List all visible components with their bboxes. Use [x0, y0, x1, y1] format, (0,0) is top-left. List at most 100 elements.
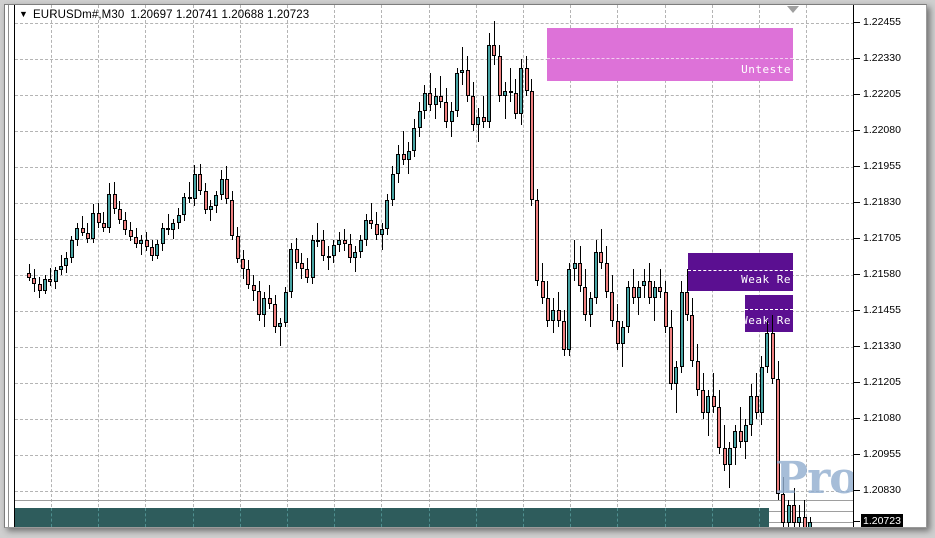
weak-support-zone[interactable]: Weak Su: [15, 508, 769, 527]
candle-body-bullish: [353, 251, 358, 258]
candle-body-bearish: [428, 93, 433, 105]
zone-vertical-gridline: [759, 508, 760, 527]
candle-wick: [317, 223, 319, 248]
triangle-down-icon[interactable]: ▼: [19, 9, 29, 19]
candlestick: [444, 5, 449, 527]
candle-body-bearish: [524, 67, 529, 91]
candle-wick: [804, 499, 806, 527]
candlestick: [37, 5, 42, 527]
candle-wick: [210, 200, 212, 221]
candle-body-bullish: [765, 332, 770, 368]
candle-body-bearish: [305, 269, 310, 278]
zone-vertical-gridline: [523, 508, 524, 527]
candlestick: [615, 5, 620, 527]
candlestick: [438, 5, 443, 527]
left-scroll-rail[interactable]: [5, 5, 15, 527]
candle-wick: [87, 223, 89, 244]
candlestick: [449, 5, 454, 527]
candle-body-bearish: [166, 227, 171, 230]
candlestick: [396, 5, 401, 527]
horizontal-gridline: [15, 310, 854, 312]
zone-vertical-gridline: [287, 508, 288, 527]
candlestick: [545, 5, 550, 527]
candle-body-bearish: [615, 321, 620, 344]
candle-body-bullish: [59, 265, 64, 271]
vertical-gridline: [51, 5, 52, 527]
candlestick: [631, 5, 636, 527]
price-level-line: [15, 499, 854, 501]
candle-body-bullish: [283, 292, 288, 324]
horizontal-gridline: [15, 274, 854, 276]
candle-wick: [633, 269, 634, 304]
price-tick-mark: [854, 93, 860, 95]
candlestick: [610, 5, 615, 527]
weak-resistance-zone-1[interactable]: Weak Re: [688, 253, 793, 291]
candlestick: [374, 5, 379, 527]
candlestick: [48, 5, 53, 527]
zone-vertical-gridline: [570, 508, 572, 527]
candle-body-bullish: [155, 244, 160, 256]
candle-body-bearish: [241, 258, 245, 270]
candlestick: [428, 5, 433, 527]
candlestick: [465, 5, 470, 527]
candlestick: [69, 5, 74, 527]
candle-body-bearish: [540, 280, 545, 298]
candlestick: [422, 5, 427, 527]
candlestick: [717, 5, 722, 527]
candle-body-bearish: [342, 240, 347, 244]
candlestick: [321, 5, 326, 527]
candle-body-bearish: [685, 292, 689, 316]
zone-vertical-gridline: [617, 508, 619, 527]
candle-body-bullish: [759, 367, 764, 414]
candle-body-bullish: [208, 205, 213, 210]
candlestick: [802, 5, 807, 527]
zone-vertical-gridline: [711, 508, 713, 527]
candlestick: [808, 5, 813, 527]
candle-body-bearish: [267, 298, 272, 305]
candle-body-bullish: [337, 240, 342, 245]
candle-body-bearish: [299, 263, 304, 270]
candle-wick: [103, 211, 105, 232]
candlestick: [112, 5, 117, 527]
candlestick: [278, 5, 283, 527]
candle-body-bullish: [385, 200, 390, 229]
vertical-gridline: [806, 5, 808, 527]
candlestick: [390, 5, 395, 527]
candlestick: [241, 5, 245, 527]
candlestick: [224, 5, 229, 527]
candlestick: [674, 5, 679, 527]
candlestick: [75, 5, 80, 527]
candlestick: [32, 5, 37, 527]
candle-body-bearish: [690, 315, 695, 362]
price-scale[interactable]: 1.22455 1.22330 1.22205 1.22080 1.21955 1.218…: [853, 5, 926, 527]
candle-body-bullish: [364, 220, 368, 241]
candlestick: [759, 5, 764, 527]
candle-wick: [354, 246, 356, 272]
candlestick: [535, 5, 540, 527]
candle-body-bearish: [37, 284, 42, 291]
candlestick: [642, 5, 647, 527]
candle-wick: [344, 228, 346, 252]
candlestick: [358, 5, 363, 527]
candlestick: [620, 5, 625, 527]
candle-body-bearish: [695, 361, 700, 391]
candlestick: [27, 5, 31, 527]
candle-wick: [654, 280, 656, 321]
candle-body-bullish: [733, 430, 738, 448]
candle-body-bearish: [321, 240, 326, 256]
zone-vertical-gridline: [475, 508, 477, 527]
candle-body-bearish: [144, 239, 149, 248]
candlestick: [203, 5, 208, 527]
candle-wick: [740, 407, 741, 448]
candle-wick: [279, 318, 281, 347]
symbol-label: EURUSDm#,M30: [33, 9, 125, 21]
untested-supply-zone[interactable]: Unteste: [547, 28, 793, 81]
weak-resistance-zone-2[interactable]: Weak Re: [741, 295, 793, 332]
candle-body-bearish: [647, 280, 652, 298]
candlestick: [160, 5, 165, 527]
candlestick: [433, 5, 438, 527]
candlestick: [315, 5, 320, 527]
candlestick: [776, 5, 780, 527]
